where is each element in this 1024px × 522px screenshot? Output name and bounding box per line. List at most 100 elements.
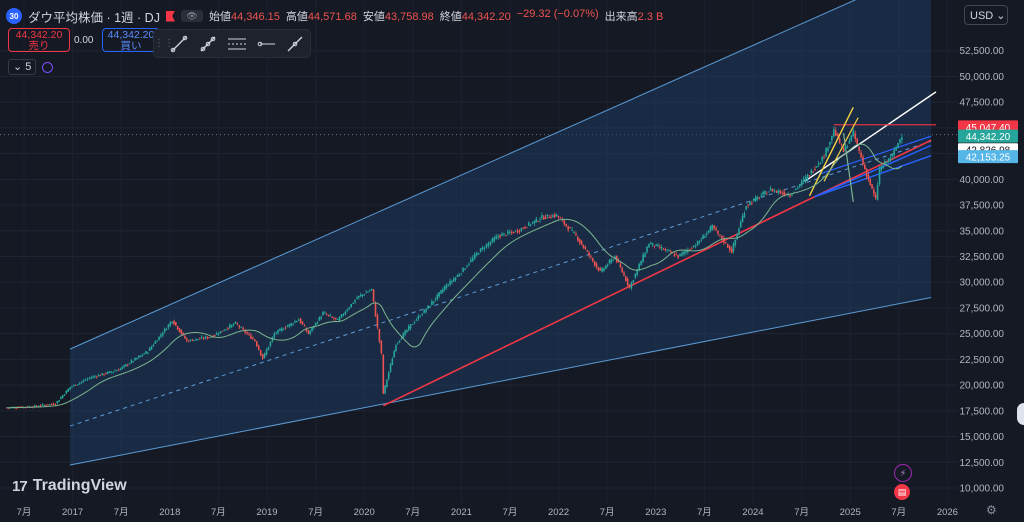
scroll-handle[interactable] <box>1017 403 1024 425</box>
trend-line-icon[interactable] <box>164 30 193 57</box>
candle-body <box>559 217 562 219</box>
candle-body <box>507 231 509 234</box>
candle-body <box>88 377 91 379</box>
candle-body <box>472 257 474 261</box>
tradingview-branding[interactable]: 17 TradingView <box>12 477 127 495</box>
candle-body <box>874 194 877 199</box>
candle-body <box>69 387 71 390</box>
candle-body <box>230 324 233 328</box>
candle-body <box>225 329 227 331</box>
cross-line-icon[interactable] <box>280 30 309 57</box>
time-tick-label: 7月 <box>211 507 226 518</box>
candle-body <box>84 379 87 381</box>
candle-body <box>358 295 360 298</box>
candle-body <box>854 133 857 140</box>
candle-body <box>485 244 488 248</box>
price-tick-label: 17,500.00 <box>960 406 1005 417</box>
visibility-toggle-icon[interactable]: 👁 <box>180 10 203 22</box>
candle-body <box>544 216 547 219</box>
candle-body <box>248 333 250 335</box>
info-line-icon[interactable] <box>193 30 222 57</box>
candle-body <box>5 407 8 409</box>
candle-body <box>136 357 138 360</box>
price-axis[interactable]: 52,500.0050,000.0047,500.0045,000.0042,5… <box>958 0 1024 522</box>
volume-label: 出来高 <box>604 11 638 23</box>
candle-body <box>825 148 827 157</box>
candle-body <box>762 192 764 195</box>
high-label: 高値 <box>285 11 308 23</box>
candle-body <box>721 236 723 240</box>
time-axis-bg <box>0 502 958 522</box>
candle-body <box>848 141 851 144</box>
candle-body <box>713 225 715 229</box>
candle-body <box>94 376 96 378</box>
candle-body <box>899 139 901 143</box>
candle-body <box>440 290 442 294</box>
candle-body <box>901 137 903 141</box>
candle-body <box>189 339 192 341</box>
candle-body <box>546 214 549 217</box>
candle-body <box>739 221 742 228</box>
candle-body <box>35 405 38 407</box>
candle-body <box>715 228 717 231</box>
candle-body <box>406 329 408 332</box>
candle-body <box>571 229 573 231</box>
candle-body <box>640 261 642 266</box>
time-tick-label: 7月 <box>308 507 323 518</box>
time-axis[interactable]: 7月 2017 7月 2018 7月 2019 7月 2020 7月 2021 7月 2022 7月 20… <box>0 502 958 522</box>
candle-body <box>219 331 222 334</box>
candle-body <box>514 230 517 232</box>
candle-body <box>873 189 875 194</box>
time-tick-label: 2018 <box>159 507 180 518</box>
us-flag-icon[interactable]: ▤ <box>894 484 910 500</box>
resistance-line-white <box>804 91 937 182</box>
candle-body <box>458 274 460 277</box>
gear-icon[interactable]: ⚙ <box>986 503 997 517</box>
lightning-icon[interactable]: ⚡ <box>894 464 912 482</box>
candle-body <box>336 318 339 320</box>
candle-body <box>267 346 270 351</box>
indicator-settings-icon[interactable] <box>42 61 54 73</box>
candle-body <box>893 149 895 156</box>
candle-body <box>858 146 860 152</box>
candle-body <box>662 249 665 250</box>
candle-body <box>65 390 68 394</box>
drawing-toolbar: ⋮⋮ <box>154 30 310 57</box>
symbol-badge[interactable]: 30 <box>6 8 22 24</box>
candle-body <box>363 294 366 296</box>
candle-body <box>158 336 160 340</box>
candle-body <box>45 405 47 406</box>
candle-body <box>592 258 594 261</box>
candle-body <box>606 264 609 267</box>
candle-body <box>856 138 858 145</box>
symbol-title[interactable]: ダウ平均株価 · 1週 · DJ <box>28 10 160 25</box>
candle-body <box>707 230 710 233</box>
candle-body <box>370 288 373 290</box>
flag-icon[interactable] <box>165 10 175 22</box>
candle-body <box>728 246 731 250</box>
change-value: −29.32 (−0.07%) <box>516 8 599 20</box>
indicator-count-toggle[interactable]: ⌄ 5 <box>8 59 37 75</box>
candle-body <box>846 146 849 148</box>
drag-handle-icon[interactable]: ⋮⋮ <box>154 38 174 49</box>
candle-body <box>767 191 770 193</box>
parallel-channel-icon[interactable] <box>222 30 251 57</box>
buy-button[interactable]: 44,342.20 買い <box>102 28 160 52</box>
candle-body <box>58 400 60 403</box>
candle-body <box>675 254 678 255</box>
candle-body <box>187 340 190 342</box>
candle-body <box>384 385 386 394</box>
candle-body <box>432 301 435 304</box>
horizontal-ray-icon[interactable] <box>251 30 280 57</box>
candle-body <box>54 404 57 406</box>
sell-button[interactable]: 44,342.20 売り <box>8 28 70 52</box>
candle-body <box>491 238 494 242</box>
candle-body <box>121 366 124 369</box>
candle-body <box>777 190 780 193</box>
candle-body <box>608 260 611 264</box>
candle-body <box>316 322 319 324</box>
candle-body <box>92 376 94 378</box>
candle-body <box>447 285 450 287</box>
currency-select[interactable]: USD ⌄ <box>964 5 1008 25</box>
